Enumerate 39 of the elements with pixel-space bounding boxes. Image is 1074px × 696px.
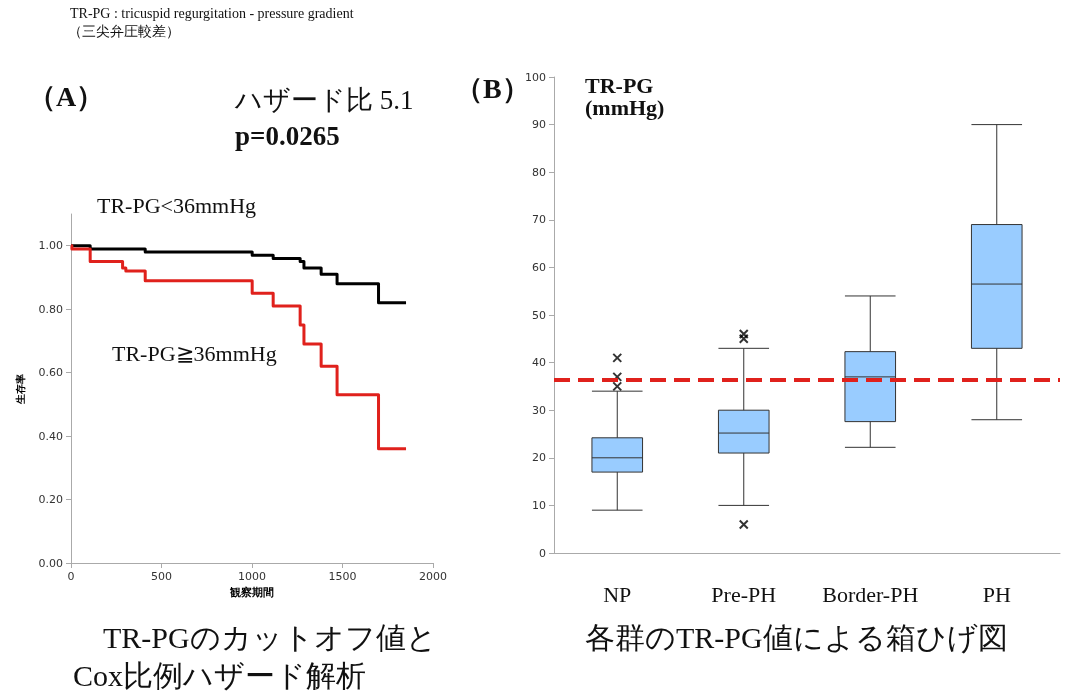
x-axis-title: 観察期間 [229, 585, 274, 599]
y-tick-label: 0.80 [38, 302, 63, 316]
y-tick-label: 40 [532, 356, 546, 370]
y-tick-label: 0.40 [38, 429, 63, 443]
series-label: TR-PG≧36mmHg [112, 340, 277, 366]
text: p=0.0265 [235, 120, 340, 151]
text: Cox比例ハザード解析 [73, 658, 367, 692]
y-tick-label: 90 [532, 118, 546, 132]
y-tick-label: 1.00 [38, 239, 63, 253]
y-tick-label: 0.60 [38, 366, 63, 380]
y-tick-label: 20 [532, 451, 546, 465]
x-tick-label: NP [603, 581, 632, 607]
y-tick-label: 0.00 [38, 556, 63, 570]
y-tick-label: 0 [539, 546, 546, 560]
text: 各群のTR-PG値による箱ひげ図 [585, 620, 1008, 654]
y-tick-label: 70 [532, 213, 546, 227]
y-tick-label: 60 [532, 260, 546, 274]
y-axis-title: TR-PG (mmHg) [585, 72, 665, 120]
text: TR-PGのカットオフ値と [103, 620, 437, 654]
x-tick-label: 1500 [328, 570, 357, 583]
y-tick-label: 10 [532, 498, 546, 512]
y-tick-label: 30 [532, 403, 546, 417]
x-tick-label: Border-PH [822, 581, 919, 607]
y-axis-title: 生存率 [14, 373, 26, 405]
text: （三尖弁圧較差） [68, 23, 180, 39]
y-tick-label: 100 [525, 70, 546, 84]
y-tick-label: 80 [532, 165, 546, 179]
x-tick-label: 0 [67, 570, 75, 583]
text: TR-PG : tricuspid regurgitation - pressure gradient [70, 5, 354, 21]
x-tick-label: PH [982, 581, 1011, 607]
y-tick-label: 0.20 [38, 493, 63, 507]
x-tick-label: 2000 [419, 570, 447, 583]
chart-title: （A） [28, 80, 105, 112]
y-tick-label: 50 [532, 308, 546, 322]
text: ハザード比 5.1 [234, 84, 414, 115]
x-tick-label: 1000 [238, 570, 266, 583]
series-label: TR-PG<36mmHg [97, 192, 257, 218]
x-tick-label: 500 [151, 570, 172, 583]
x-tick-label: Pre-PH [711, 581, 777, 607]
